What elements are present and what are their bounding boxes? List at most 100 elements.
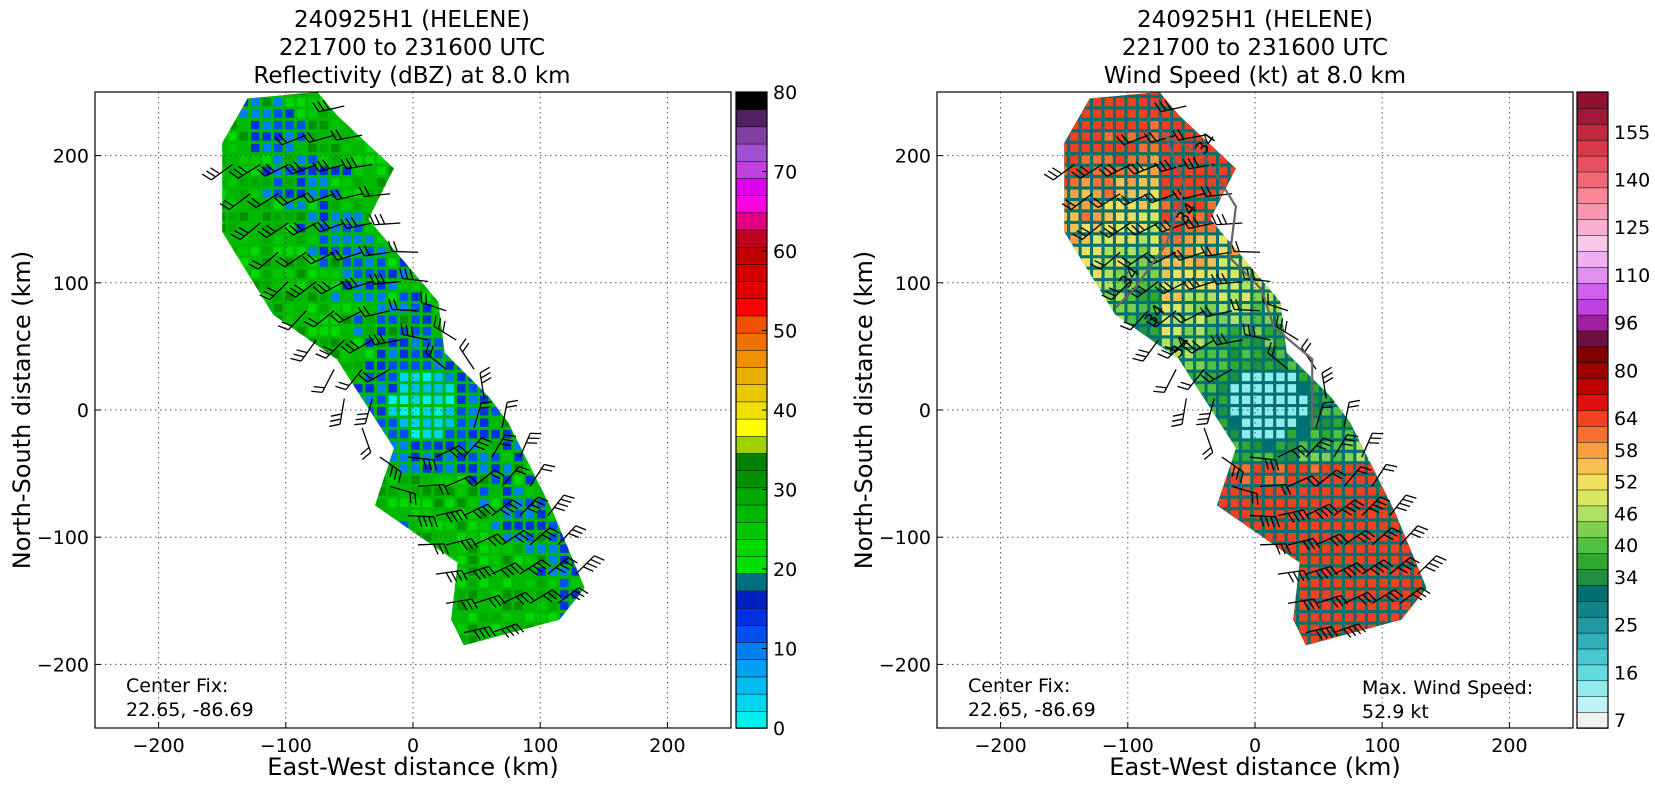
field-cell [388, 384, 397, 393]
field-cell [1322, 120, 1331, 130]
field-cell [1437, 190, 1445, 198]
field-cell [571, 120, 581, 130]
field-cell [222, 395, 226, 405]
wind-barb-shaft [281, 134, 307, 146]
field-cell [1390, 223, 1400, 233]
field-cell [1322, 212, 1331, 221]
y-tick-label: 100 [895, 273, 931, 295]
wind-barb-shaft [402, 277, 429, 283]
left-title-line-1: 240925H1 (HELENE) [294, 7, 530, 33]
field-cell [1310, 487, 1319, 496]
field-cell [502, 201, 512, 210]
field-cell [377, 281, 386, 290]
colorbar-segment [735, 418, 768, 437]
colorbar-segment [1576, 393, 1609, 411]
colorbar-segment [1576, 123, 1609, 141]
colorbar-segment [1576, 680, 1609, 697]
field-cell [1184, 109, 1194, 118]
field-cell [1264, 487, 1274, 496]
colorbar-segment [735, 624, 768, 643]
field-cell [285, 418, 294, 427]
field-cell [537, 601, 546, 611]
wind-barb-flag [1320, 569, 1329, 579]
field-cell [239, 269, 249, 279]
field-cell [1402, 487, 1411, 496]
field-cell [1115, 304, 1125, 313]
field-cell [1093, 155, 1102, 164]
field-cell [480, 590, 489, 599]
field-cell [595, 407, 603, 415]
field-cell [296, 304, 306, 313]
field-cell [491, 361, 500, 370]
field-cell [1104, 269, 1113, 279]
field-cell [285, 498, 294, 508]
field-cell [1081, 212, 1091, 221]
wind-barb-shaft [435, 509, 462, 517]
field-cell [1138, 567, 1148, 576]
wind-barb-flag [379, 213, 386, 225]
wind-barb-flag [1230, 298, 1235, 310]
field-cell [1173, 269, 1182, 279]
field-cell [365, 361, 374, 370]
field-cell [1367, 590, 1377, 599]
wind-barb-shaft [1133, 163, 1159, 175]
field-cell [239, 441, 249, 450]
field-cell [273, 418, 283, 427]
field-cell [331, 132, 340, 141]
field-cell [1379, 441, 1388, 450]
field-cell [1047, 384, 1055, 392]
wind-barb-flag [330, 314, 340, 324]
field-cell [480, 235, 489, 244]
field-cell [1196, 429, 1205, 439]
field-cell [319, 212, 329, 221]
field-cell [296, 269, 306, 279]
wind-barb-shaft [459, 347, 475, 370]
field-cell [1081, 361, 1091, 370]
field-cell [1230, 441, 1239, 450]
field-cell [205, 567, 213, 575]
field-cell [560, 601, 569, 611]
field-cell [308, 235, 317, 244]
field-cell [1104, 395, 1113, 405]
field-cell [1081, 189, 1091, 198]
wind-barb-shaft [1399, 525, 1419, 546]
wind-barb-flag [1349, 399, 1361, 403]
field-cell [342, 143, 352, 153]
field-cell [205, 212, 213, 220]
field-cell [308, 624, 317, 633]
wind-barb-shaft [1244, 333, 1271, 341]
colorbar-segment [1576, 346, 1609, 364]
wind-barb-flag [230, 233, 241, 241]
field-cell [1196, 143, 1205, 153]
field-cell [1299, 418, 1308, 427]
field-cell [571, 624, 581, 633]
field-cell [583, 544, 585, 553]
field-cell [1425, 418, 1427, 427]
field-cell [262, 578, 271, 588]
field-cell [377, 555, 386, 565]
field-cell [525, 132, 535, 141]
field-cell [1253, 132, 1262, 141]
field-cell [1196, 384, 1205, 393]
field-cell [296, 281, 306, 290]
field-cell [1322, 178, 1331, 187]
field-cell [502, 361, 512, 370]
field-cell [1081, 223, 1091, 233]
wind-barb-shaft [345, 368, 363, 391]
field-cell [1219, 647, 1227, 655]
field-cell [1138, 613, 1148, 622]
field-cell [537, 269, 546, 279]
field-cell [377, 304, 386, 313]
wind-barb-flag [1131, 163, 1140, 173]
field-cell [514, 143, 523, 153]
field-cell [1356, 555, 1365, 565]
field-cell [1207, 533, 1216, 542]
field-cell [571, 315, 581, 324]
field-cell [1311, 647, 1319, 655]
field-cell [525, 235, 535, 244]
field-cell [1356, 613, 1365, 622]
field-cell [331, 372, 340, 382]
field-cell [1264, 555, 1274, 565]
field-cell [285, 544, 294, 553]
field-cell [273, 201, 283, 210]
